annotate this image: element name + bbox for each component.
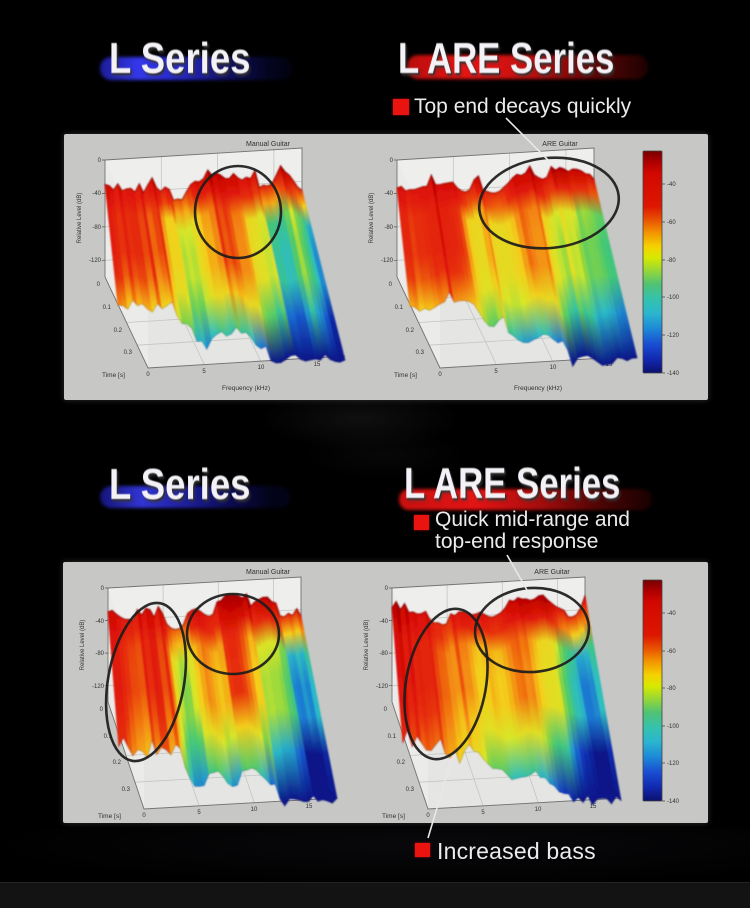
svg-text:-120: -120	[381, 258, 394, 264]
svg-text:-100: -100	[667, 724, 680, 730]
svg-text:-120: -120	[89, 258, 102, 264]
svg-text:Frequency (kHz): Frequency (kHz)	[222, 385, 270, 392]
svg-text:-80: -80	[92, 225, 101, 231]
svg-text:-40: -40	[92, 191, 101, 197]
svg-text:0: 0	[142, 813, 146, 819]
svg-text:0: 0	[426, 813, 430, 819]
svg-text:-80: -80	[95, 651, 104, 657]
svg-text:0.3: 0.3	[406, 787, 415, 793]
svg-text:-120: -120	[667, 333, 680, 339]
svg-text:-40: -40	[95, 619, 104, 625]
svg-text:0.1: 0.1	[388, 734, 397, 740]
svg-text:-120: -120	[376, 684, 389, 690]
svg-text:0.2: 0.2	[397, 760, 406, 766]
svg-text:10: 10	[258, 365, 265, 371]
svg-text:5: 5	[197, 810, 201, 816]
svg-text:-140: -140	[667, 799, 680, 805]
svg-text:0: 0	[101, 586, 105, 592]
svg-text:ARE Guitar: ARE Guitar	[542, 141, 578, 148]
svg-text:15: 15	[590, 804, 597, 810]
svg-text:Manual Guitar: Manual Guitar	[246, 569, 291, 576]
svg-text:-40: -40	[384, 191, 393, 197]
svg-text:-40: -40	[379, 619, 388, 625]
svg-text:0: 0	[384, 707, 388, 713]
svg-text:Time [s]: Time [s]	[394, 372, 417, 379]
svg-text:-40: -40	[667, 182, 676, 188]
svg-text:0.1: 0.1	[103, 305, 112, 311]
svg-text:10: 10	[535, 807, 542, 813]
svg-text:-80: -80	[667, 686, 676, 692]
svg-text:0.2: 0.2	[114, 328, 123, 334]
svg-text:10: 10	[251, 807, 258, 813]
svg-text:0.3: 0.3	[122, 787, 131, 793]
svg-text:Frequency (kHz): Frequency (kHz)	[514, 385, 562, 392]
svg-text:Time [s]: Time [s]	[102, 372, 125, 379]
svg-text:0: 0	[97, 282, 101, 288]
svg-text:-80: -80	[667, 258, 676, 264]
svg-text:0: 0	[98, 158, 102, 164]
svg-text:10: 10	[550, 365, 557, 371]
svg-text:Relative Level (dB): Relative Level (dB)	[364, 620, 370, 671]
svg-text:0: 0	[389, 282, 393, 288]
svg-text:0: 0	[100, 707, 104, 713]
svg-text:15: 15	[606, 362, 613, 368]
svg-text:0.1: 0.1	[104, 734, 113, 740]
svg-text:-140: -140	[667, 371, 680, 377]
svg-text:-60: -60	[667, 220, 676, 226]
svg-text:Relative Level (dB): Relative Level (dB)	[369, 193, 375, 244]
svg-text:Relative Level (dB): Relative Level (dB)	[77, 193, 83, 244]
svg-text:-40: -40	[667, 611, 676, 617]
svg-text:ARE Guitar: ARE Guitar	[534, 569, 570, 576]
svg-text:0.3: 0.3	[416, 350, 425, 356]
svg-text:-80: -80	[379, 651, 388, 657]
svg-text:Time [s]: Time [s]	[98, 813, 121, 820]
svg-text:-100: -100	[667, 295, 680, 301]
svg-text:5: 5	[202, 369, 206, 375]
svg-text:15: 15	[314, 362, 321, 368]
svg-text:15: 15	[306, 804, 313, 810]
svg-text:Relative Level (dB): Relative Level (dB)	[80, 620, 86, 671]
svg-text:5: 5	[494, 369, 498, 375]
svg-text:-120: -120	[92, 684, 105, 690]
svg-text:0.2: 0.2	[113, 760, 122, 766]
svg-text:-120: -120	[667, 761, 680, 767]
svg-text:0: 0	[390, 158, 394, 164]
svg-text:0.3: 0.3	[124, 350, 133, 356]
svg-text:0.1: 0.1	[395, 305, 404, 311]
svg-text:5: 5	[481, 810, 485, 816]
svg-text:0: 0	[146, 372, 150, 378]
svg-text:0: 0	[438, 372, 442, 378]
svg-text:Time [s]: Time [s]	[382, 813, 405, 820]
svg-text:-80: -80	[384, 225, 393, 231]
svg-text:Manual Guitar: Manual Guitar	[246, 141, 291, 148]
svg-text:0: 0	[385, 586, 389, 592]
svg-text:-60: -60	[667, 649, 676, 655]
svg-text:0.2: 0.2	[406, 328, 415, 334]
